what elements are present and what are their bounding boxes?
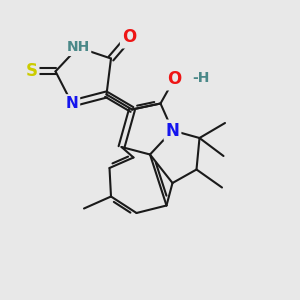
Text: N: N [66, 96, 78, 111]
Text: O: O [122, 28, 136, 46]
Text: -H: -H [193, 71, 210, 85]
Text: NH: NH [66, 40, 90, 54]
Text: O: O [167, 70, 181, 88]
Text: N: N [166, 122, 179, 140]
Text: S: S [26, 62, 38, 80]
